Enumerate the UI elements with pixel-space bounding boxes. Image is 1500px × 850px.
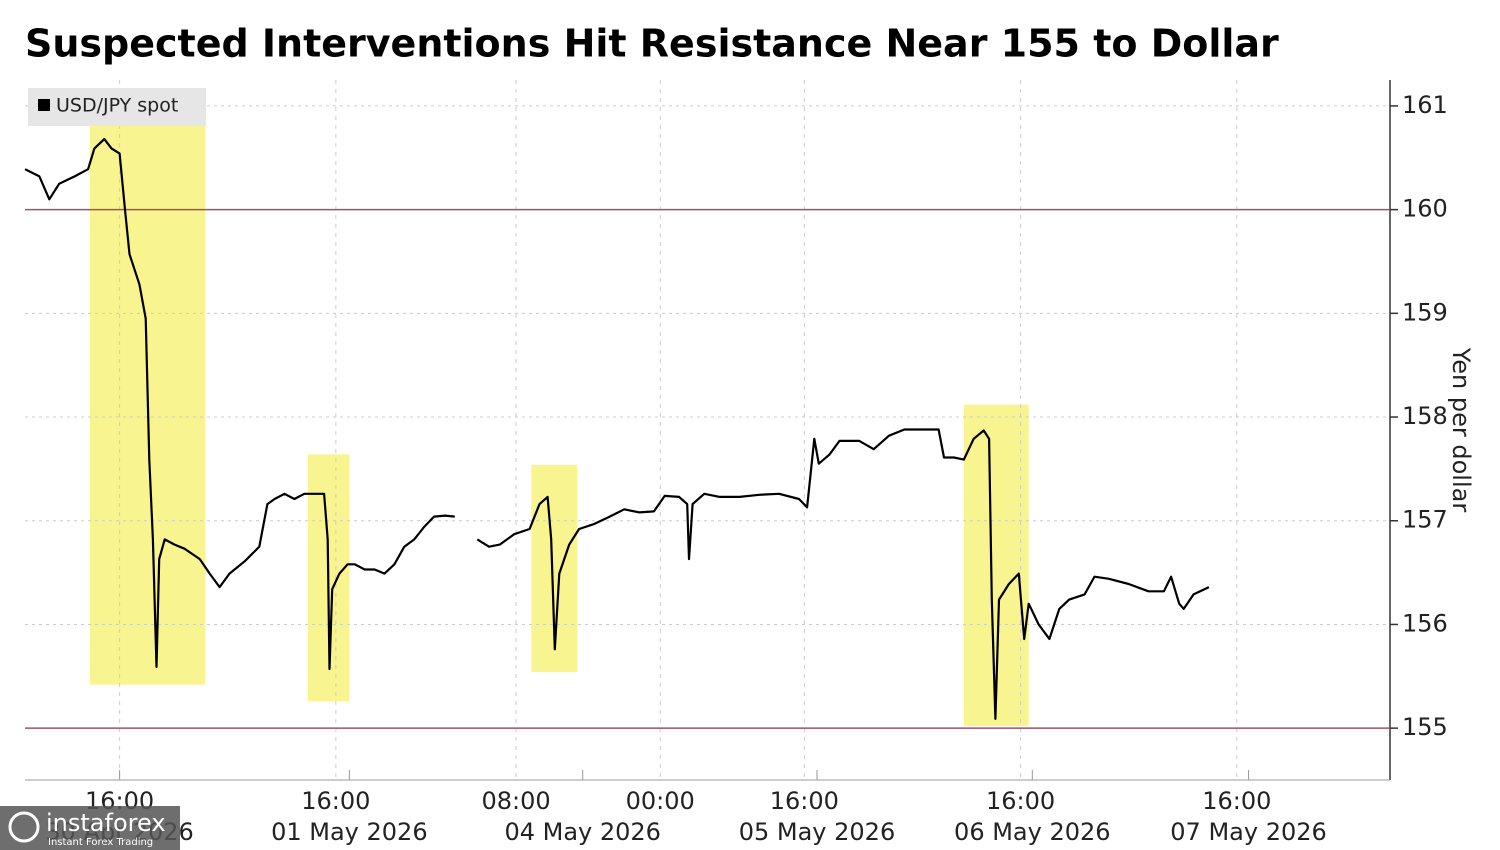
y-tick-label: 160 <box>1402 195 1448 223</box>
x-date-label: 01 May 2026 <box>271 818 428 846</box>
chart-title: Suspected Interventions Hit Resistance N… <box>25 22 1279 66</box>
watermark-name: instaforex <box>46 809 166 837</box>
y-axis-label: Yen per dollar <box>1447 347 1475 513</box>
legend-swatch <box>38 99 50 111</box>
x-tick-label: 00:00 <box>626 787 695 815</box>
y-tick-label: 158 <box>1402 402 1448 430</box>
legend: USD/JPY spot <box>28 88 206 126</box>
y-tick-label: 155 <box>1402 713 1448 741</box>
x-tick-label: 16:00 <box>770 787 839 815</box>
x-date-label: 05 May 2026 <box>739 818 896 846</box>
x-tick-label: 16:00 <box>1202 787 1271 815</box>
price-line <box>24 138 1210 720</box>
watermark-logo <box>8 811 40 843</box>
legend-label: USD/JPY spot <box>56 95 178 117</box>
y-tick-label: 156 <box>1402 609 1448 637</box>
x-date-label: 04 May 2026 <box>504 818 661 846</box>
legend-box <box>28 88 206 126</box>
y-tick-label: 157 <box>1402 506 1448 534</box>
y-tick-label: 161 <box>1402 91 1448 119</box>
x-tick-label: 08:00 <box>481 787 550 815</box>
watermark-tagline: Instant Forex Trading <box>48 837 153 848</box>
x-date-label: 07 May 2026 <box>1170 818 1327 846</box>
plot-area: 155 156 157 158 159 160 161 16:00 16:00 08:00 00:0… <box>24 80 1448 846</box>
y-tick-label: 159 <box>1402 298 1448 326</box>
x-tick-label: 16:00 <box>301 787 370 815</box>
x-date-label: 06 May 2026 <box>954 818 1111 846</box>
x-tick-label: 16:00 <box>986 787 1055 815</box>
